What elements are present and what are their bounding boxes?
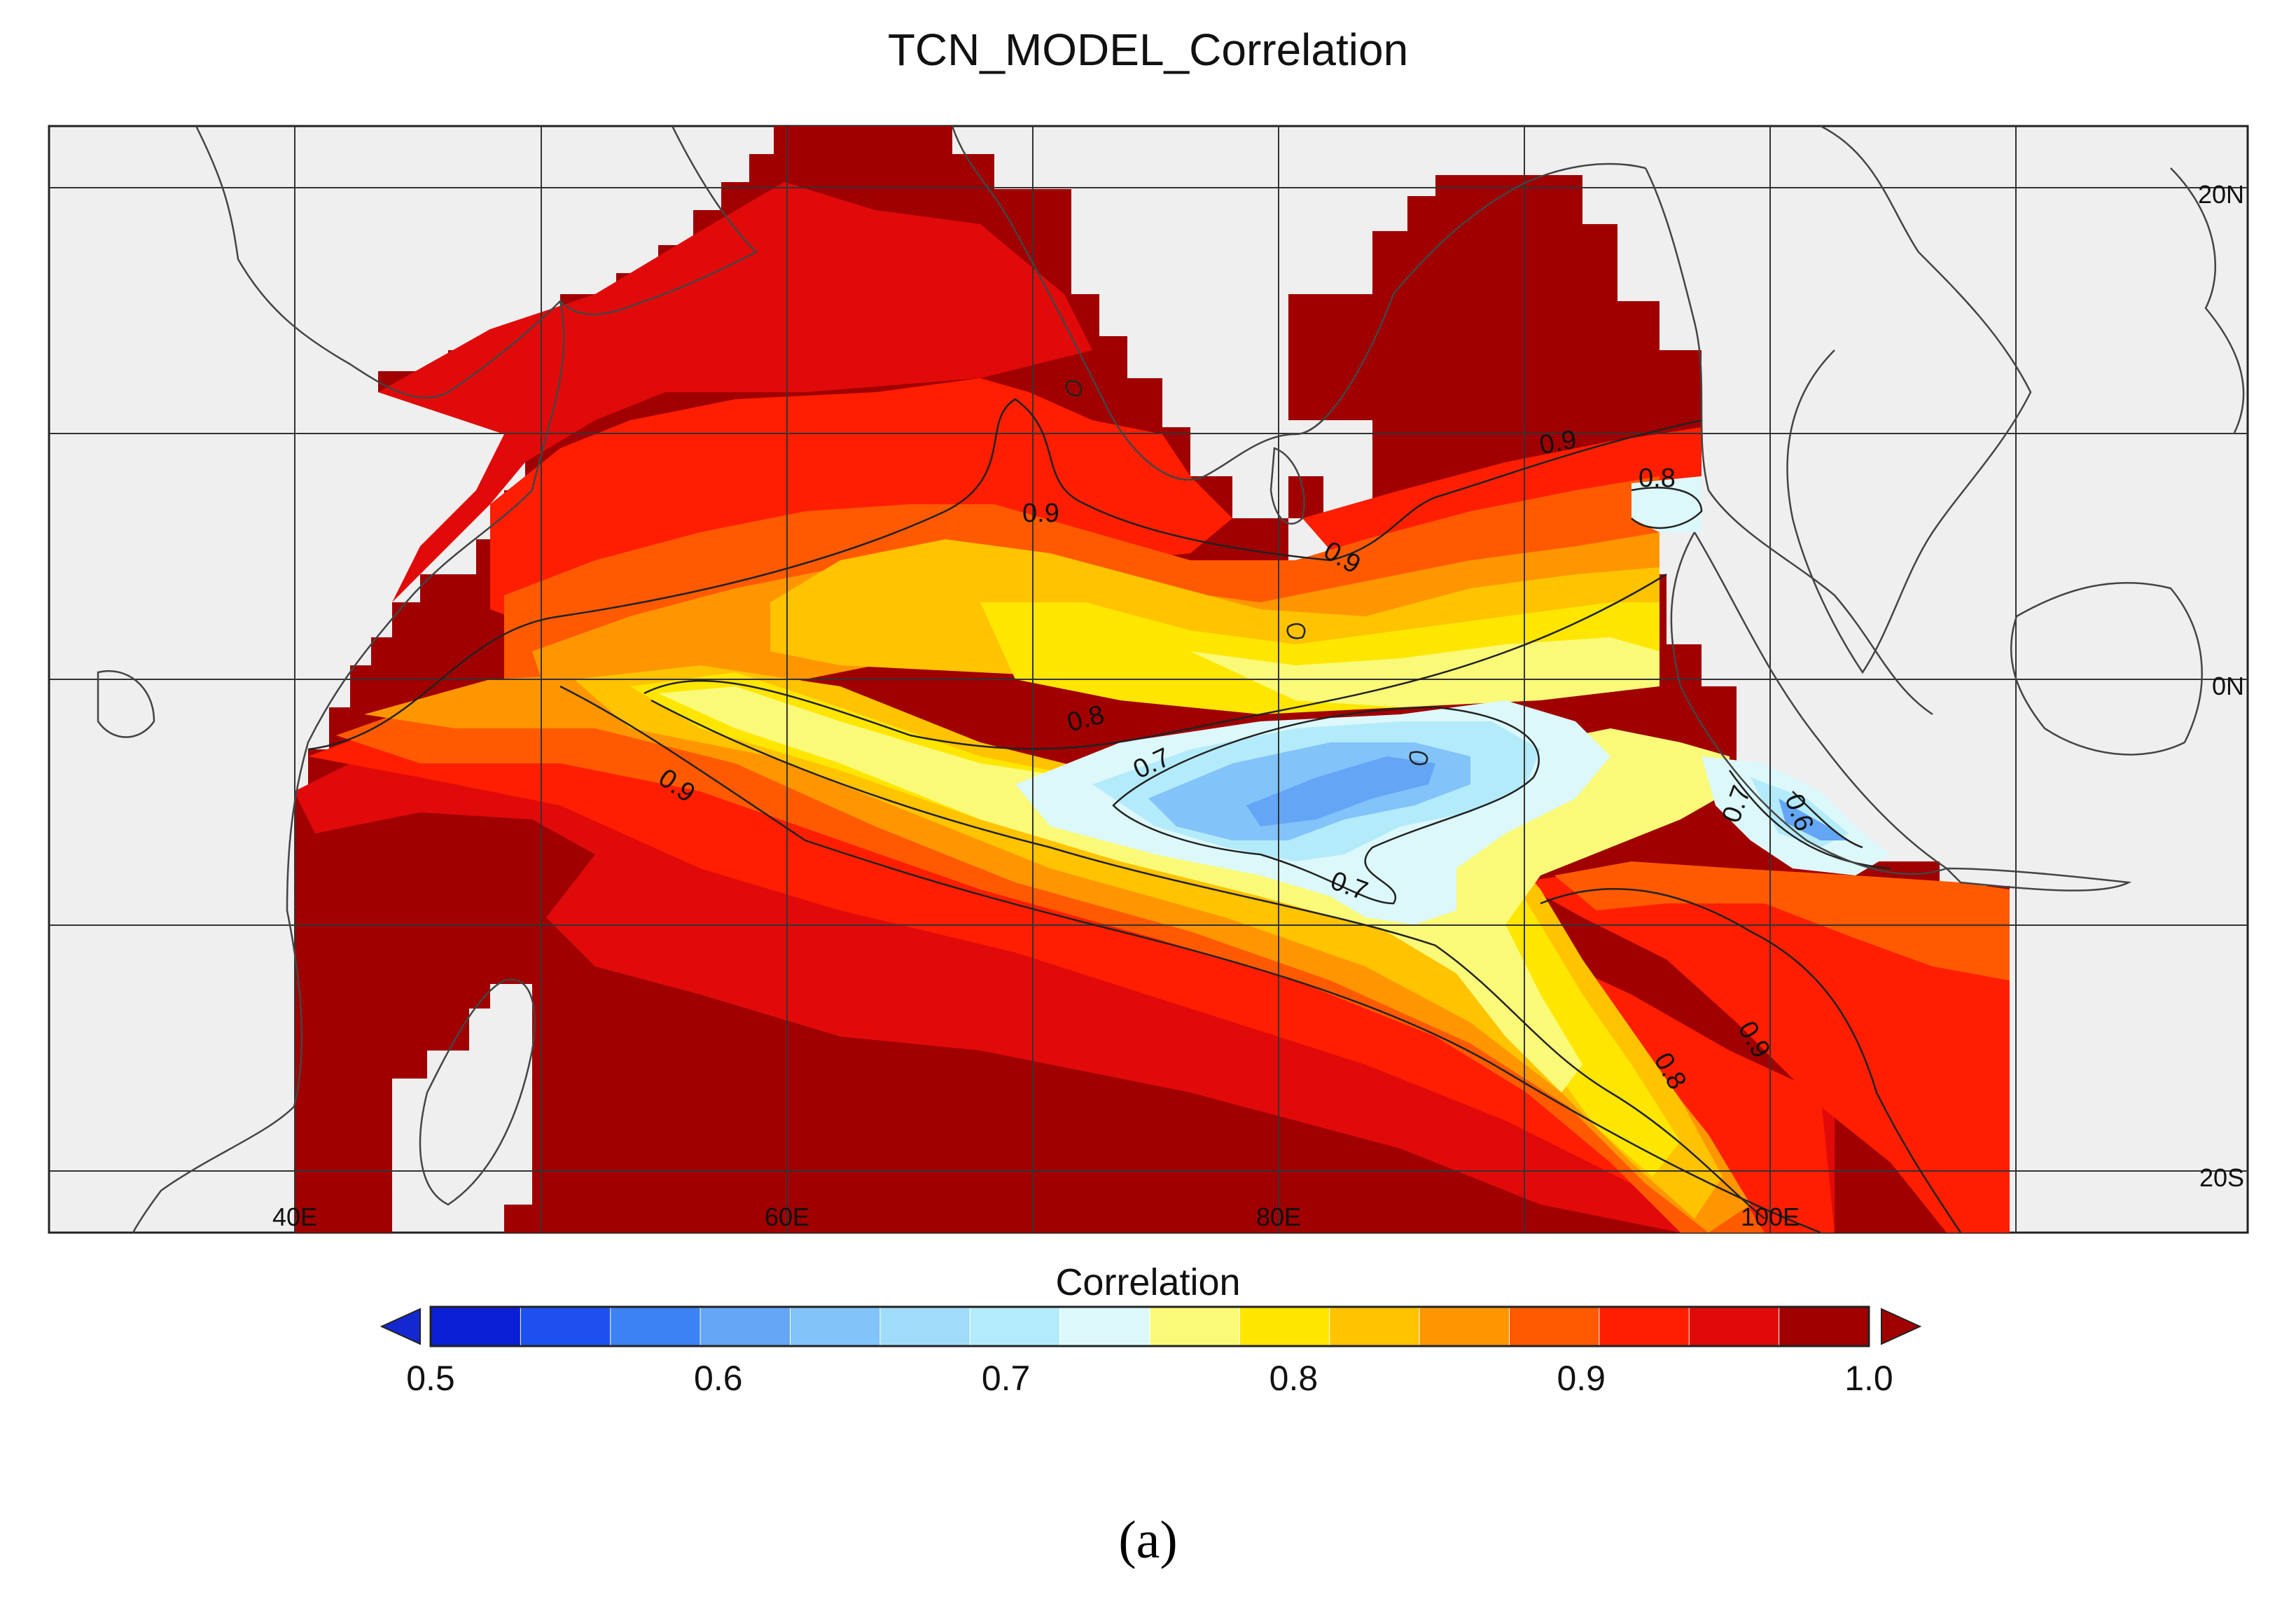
coast-arabia	[559, 125, 758, 316]
contour-09-north	[307, 398, 1702, 751]
contour-07-sumatra	[1728, 770, 1891, 870]
contour-small-3	[1065, 380, 1083, 397]
colorbar-cell	[520, 1306, 611, 1347]
colorbar-cell	[1779, 1306, 1870, 1347]
colorbar-tick-label: 0.8	[1269, 1359, 1319, 1398]
band-095	[294, 749, 1835, 1233]
colorbar-tick-label: 0.6	[694, 1359, 743, 1398]
colorbar-cell	[969, 1306, 1061, 1347]
chart-title: TCN_MODEL_Correlation	[887, 25, 1409, 75]
contour-07-main	[1112, 706, 1540, 905]
coast-java	[1944, 867, 2132, 892]
colorbar-cell	[1149, 1306, 1241, 1347]
colorbar-cell	[790, 1306, 881, 1347]
contour-label-3: 0.9	[1537, 425, 1578, 461]
colorbar-over-arrow	[1881, 1308, 1922, 1345]
contour-08-south	[650, 699, 1765, 1219]
contour-09-east	[1540, 887, 1962, 1233]
band-095-north	[378, 182, 1092, 602]
colorbar-cell	[879, 1306, 971, 1347]
contour-08-andaman	[1631, 487, 1703, 529]
contour-08-main	[643, 573, 1667, 750]
colorbar: 0.5 0.6 0.7 0.8 0.9 1.0	[380, 1305, 1922, 1398]
colorbar-tick-label: 0.9	[1557, 1359, 1606, 1398]
colorbar-cell	[700, 1306, 791, 1347]
contour-small-1	[1409, 751, 1428, 765]
figure-caption: (a)	[1118, 1511, 1178, 1569]
coast-madagascar	[419, 978, 536, 1206]
coast-srilanka	[1269, 447, 1305, 525]
coast-africa	[132, 125, 565, 1233]
colorbar-title: Correlation	[1055, 1261, 1241, 1303]
band-065-north	[1190, 637, 1660, 707]
coast-philippines	[2170, 167, 2245, 435]
band-085-east	[1554, 861, 2010, 980]
lat-label-20n: 20N	[2198, 180, 2244, 209]
band-050-sumatra	[1779, 798, 1849, 840]
band-090-east	[1519, 868, 2010, 1233]
contour-06-sumatra	[1792, 791, 1863, 849]
contour-label-1: 0.9	[1022, 499, 1059, 528]
lat-label-20s: 20S	[2199, 1163, 2244, 1192]
coast-borneo	[2010, 581, 2203, 756]
lon-label-80e: 80E	[1256, 1203, 1301, 1231]
colorbar-cell	[1329, 1306, 1421, 1347]
grid-lines	[49, 126, 2248, 1233]
ocean-field	[294, 126, 2010, 1233]
lon-label-40e: 40E	[272, 1203, 317, 1231]
coast-india	[951, 125, 1646, 481]
colorbar-cell	[1059, 1306, 1150, 1347]
band-045	[1246, 756, 1435, 826]
band-060-andaman	[1631, 476, 1702, 532]
contour-small-2	[1286, 623, 1306, 639]
lat-label-0n: 0N	[2212, 672, 2244, 700]
coast-burma	[1644, 167, 1933, 716]
coastlines	[97, 125, 2245, 1233]
colorbar-ticks: 0.5 0.6 0.7 0.8 0.9 1.0	[406, 1359, 1893, 1398]
colorbar-cell	[610, 1306, 702, 1347]
colorbar-cell	[1509, 1306, 1600, 1347]
contour-label-6: 0.8	[1638, 464, 1676, 493]
lon-label-60e: 60E	[765, 1203, 809, 1231]
patch-yellow-arabian	[693, 693, 756, 721]
contour-lines	[307, 380, 1962, 1234]
colorbar-tick-label: 0.5	[406, 1359, 455, 1398]
lat-label-group: 20N 0N 20S	[2198, 180, 2244, 1192]
coast-somalia-island	[97, 670, 155, 738]
coast-sumatra	[1670, 532, 1949, 875]
colorbar-cell	[430, 1306, 522, 1347]
coast-indochina	[1786, 125, 2032, 674]
colorbar-frame	[429, 1305, 1870, 1347]
colorbar-cell	[1239, 1306, 1330, 1347]
colorbar-under-arrow	[380, 1308, 421, 1345]
lon-label-100e: 100E	[1741, 1203, 1800, 1231]
lon-label-group: 40E 60E 80E 100E	[272, 1203, 1800, 1231]
contour-09-south	[559, 685, 1821, 1234]
map-panel: 0.9 0.9 0.9 0.9 0.9 0.8 0.8 0.8 0.7 0.7 …	[48, 125, 2249, 1234]
band-090	[308, 700, 1835, 1233]
colorbar-cell	[1599, 1306, 1690, 1347]
colorbar-tick-label: 0.7	[982, 1359, 1031, 1398]
colorbar-cell	[1419, 1306, 1510, 1347]
colorbar-cells	[430, 1306, 1870, 1347]
colorbar-tick-label: 1.0	[1844, 1359, 1893, 1398]
colorbar-cell	[1688, 1306, 1780, 1347]
